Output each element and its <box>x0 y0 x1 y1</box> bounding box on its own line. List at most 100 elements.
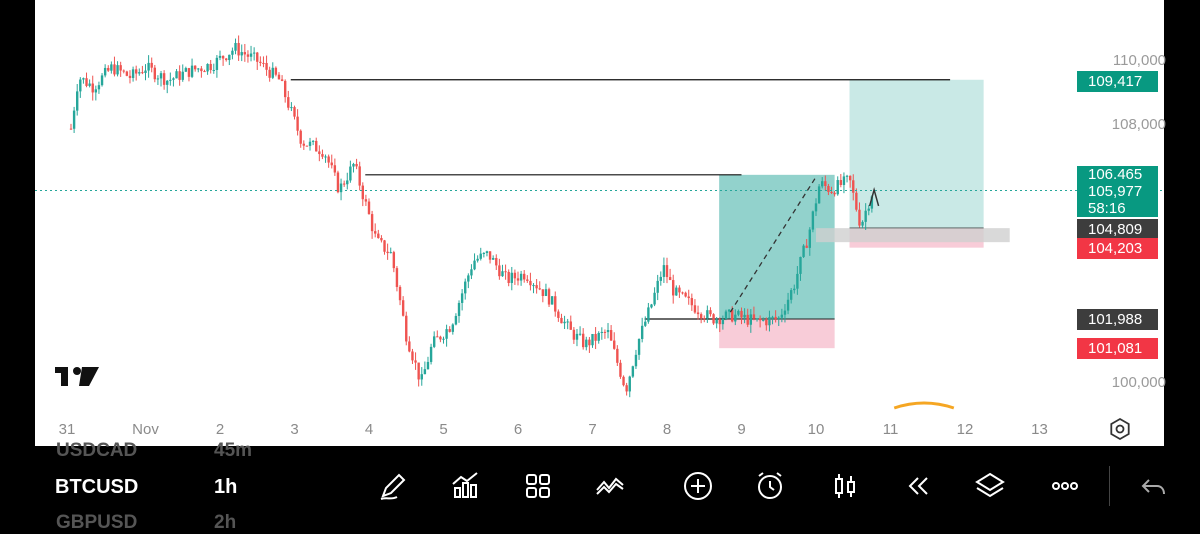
candle-body <box>88 83 91 86</box>
candle-body <box>802 245 805 257</box>
replay-icon[interactable] <box>900 468 936 504</box>
candle-body <box>237 42 240 56</box>
watchlist-prev-symbol[interactable]: USDCAD <box>56 440 138 461</box>
candle-body <box>833 192 836 195</box>
candle-body <box>374 231 377 234</box>
candle-body <box>181 71 184 80</box>
candle-body <box>414 360 417 363</box>
candle-body <box>684 292 687 297</box>
candle-body <box>408 341 411 352</box>
candle-body <box>821 181 824 187</box>
candle-body <box>299 130 302 144</box>
candle-body <box>532 285 535 287</box>
candle-body <box>383 240 386 252</box>
candle-body <box>302 143 306 146</box>
x-tick-label: 3 <box>290 421 299 438</box>
candle-body <box>252 52 256 54</box>
candle-body <box>659 276 662 281</box>
candle-body <box>193 65 197 70</box>
candle-body <box>336 172 340 193</box>
alarm-icon[interactable] <box>752 468 788 504</box>
watchlist-prev-timeframe[interactable]: 45m <box>214 440 253 461</box>
candle-body <box>131 69 135 78</box>
candle-body <box>799 256 802 274</box>
candle-body <box>569 321 572 330</box>
candle-body <box>690 298 694 306</box>
candle-body <box>178 71 181 80</box>
candle-body <box>401 300 405 316</box>
candle-body <box>113 64 116 75</box>
timeframe-label[interactable]: 1h <box>214 476 238 498</box>
price-badge: 101,988 <box>1077 309 1158 330</box>
candle-body <box>783 310 787 315</box>
y-tick-label: 100,000 <box>1111 374 1166 391</box>
candle-body <box>283 80 287 98</box>
candle-body <box>709 310 712 315</box>
candle-body <box>662 265 666 277</box>
candle-body <box>277 74 281 80</box>
chart-canvas[interactable] <box>35 0 1164 446</box>
price-badge: 104,809 <box>1077 219 1158 240</box>
candle-body <box>305 145 309 147</box>
candle-body <box>734 314 737 322</box>
candle-body <box>538 288 541 290</box>
candle-body <box>262 62 265 64</box>
tv-logo-wedge <box>79 367 99 386</box>
candle-body <box>563 321 566 324</box>
back-icon[interactable] <box>1135 468 1171 504</box>
candle-body <box>423 369 427 375</box>
candle-body <box>200 68 203 72</box>
pencil-icon[interactable] <box>375 468 411 504</box>
candle-body <box>495 258 498 266</box>
candle-body <box>808 229 811 248</box>
layers-icon[interactable] <box>972 468 1008 504</box>
candle-body <box>470 269 473 276</box>
candle-body <box>346 180 349 185</box>
watchlist-next-symbol[interactable]: GBPUSD <box>56 512 138 533</box>
grid-icon[interactable] <box>520 468 556 504</box>
candle-body <box>482 252 486 254</box>
bottom-toolbar: USDCAD 45m BTCUSD 1h GBPUSD 2h <box>35 440 1164 533</box>
candle-body <box>836 180 839 195</box>
indicators-icon[interactable] <box>447 468 483 504</box>
candle-body <box>848 175 852 181</box>
settings-hexagon-icon[interactable] <box>1110 417 1130 441</box>
chart-panel[interactable] <box>35 0 1164 446</box>
watchlist-next-timeframe[interactable]: 2h <box>214 512 237 533</box>
candle-body <box>103 67 107 76</box>
candle-body <box>867 208 870 211</box>
candle-body <box>358 166 361 186</box>
candle-body <box>631 366 635 377</box>
compare-icon[interactable] <box>592 468 628 504</box>
candle-body <box>758 318 762 321</box>
candle-body <box>311 140 315 142</box>
candle-body <box>280 79 284 81</box>
candle-body <box>197 68 200 70</box>
candle-body <box>442 338 445 340</box>
candle-body <box>572 329 576 340</box>
candle-body <box>852 180 855 193</box>
candle-body <box>762 319 765 321</box>
x-tick-label: 31 <box>58 421 76 438</box>
more-icon[interactable] <box>1047 468 1083 504</box>
candle-body <box>190 65 194 77</box>
symbol-label[interactable]: BTCUSD <box>55 476 139 498</box>
candle-body <box>780 314 784 318</box>
candle-body <box>147 62 150 71</box>
candle-body <box>718 319 721 325</box>
add-icon[interactable] <box>680 468 716 504</box>
candle-body <box>628 376 631 392</box>
candle-body <box>724 311 728 319</box>
candle-body <box>476 258 479 261</box>
candle-body <box>693 305 697 313</box>
candle-body <box>650 304 653 308</box>
candle-type-icon[interactable] <box>827 468 863 504</box>
candle-body <box>603 331 607 333</box>
candle-body <box>91 83 94 93</box>
candle-body <box>805 245 808 248</box>
candle-body <box>85 78 88 86</box>
arrow-marker <box>868 186 880 207</box>
candle-body <box>457 302 461 316</box>
candle-body <box>206 63 209 72</box>
candle-body <box>234 42 237 51</box>
